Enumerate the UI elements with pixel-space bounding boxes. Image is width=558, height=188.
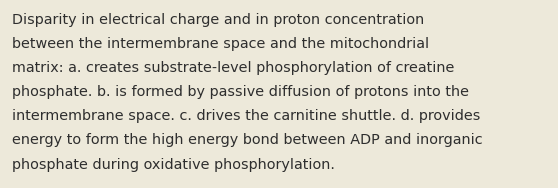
Text: between the intermembrane space and the mitochondrial: between the intermembrane space and the … — [12, 37, 430, 51]
Text: Disparity in electrical charge and in proton concentration: Disparity in electrical charge and in pr… — [12, 13, 425, 27]
Text: intermembrane space. c. drives the carnitine shuttle. d. provides: intermembrane space. c. drives the carni… — [12, 109, 480, 123]
Text: energy to form the high energy bond between ADP and inorganic: energy to form the high energy bond betw… — [12, 133, 483, 147]
Text: matrix: a. creates substrate-level phosphorylation of creatine: matrix: a. creates substrate-level phosp… — [12, 61, 455, 75]
Text: phosphate during oxidative phosphorylation.: phosphate during oxidative phosphorylati… — [12, 158, 335, 171]
Text: phosphate. b. is formed by passive diffusion of protons into the: phosphate. b. is formed by passive diffu… — [12, 85, 469, 99]
